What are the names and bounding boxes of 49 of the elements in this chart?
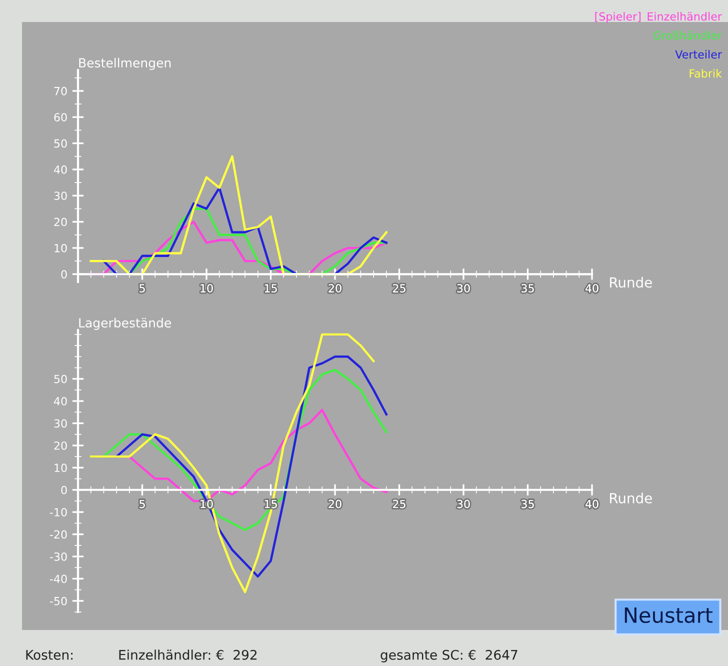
text: Einzelhändler [648, 12, 722, 21]
text: Einzelhändler: € 292 [119, 650, 257, 660]
y-tick-label: -20 [50, 530, 67, 539]
text: Großhändler [653, 31, 722, 40]
y-tick-label: 0 [61, 486, 67, 494]
x-tick-label: 35 [522, 284, 534, 292]
y-tick-label: 20 [54, 218, 67, 226]
y-tick-label: 40 [54, 397, 67, 406]
text: Kosten: [26, 650, 72, 660]
x-tick-label: 40 [585, 500, 598, 508]
x-tick-label: 20 [328, 284, 342, 292]
y-tick-label: -50 [50, 596, 67, 606]
y-tick-label: 30 [54, 192, 67, 200]
line-series [90, 333, 375, 594]
text: gesamte SC: € 2647 [380, 650, 518, 662]
line-series [90, 155, 388, 276]
x-axis-title: Runde [610, 276, 652, 288]
chart-title: Bestellmengen [79, 58, 171, 70]
y-tick-label: 0 [61, 270, 67, 279]
x-tick-label: 30 [457, 284, 470, 292]
text: Fabrik [690, 69, 722, 78]
x-axis-title: Runde [610, 492, 652, 504]
y-tick-label: 10 [54, 244, 67, 252]
y-tick-label: 50 [54, 374, 67, 384]
x-tick-label: 25 [392, 500, 406, 508]
y-tick-label: 30 [54, 419, 67, 428]
x-tick-label: 25 [392, 284, 406, 292]
y-tick-label: 70 [54, 86, 67, 96]
y-tick-label: -10 [50, 508, 67, 516]
text: Verteiler [675, 50, 722, 59]
y-tick-label: 40 [54, 165, 67, 174]
x-tick-label: 35 [522, 500, 534, 508]
x-tick-label: 30 [457, 500, 470, 508]
y-tick-label: 10 [54, 464, 67, 472]
x-tick-label: 15 [264, 284, 277, 292]
y-tick-label: 20 [54, 441, 67, 450]
y-tick-label: -30 [50, 552, 67, 561]
y-tick-label: 60 [54, 113, 67, 122]
x-tick-label: 40 [585, 284, 598, 292]
text: [Spieler] [595, 12, 641, 23]
x-tick-label: 5 [140, 500, 145, 508]
y-tick-label: 50 [54, 139, 67, 148]
line-series [90, 220, 388, 276]
chart-title: Lagerbestände [79, 318, 171, 330]
x-tick-label: 10 [200, 284, 213, 292]
x-tick-label: 20 [328, 500, 342, 508]
text: Neustart [624, 608, 712, 624]
y-tick-label: -40 [50, 574, 67, 584]
x-tick-label: 5 [140, 284, 145, 292]
